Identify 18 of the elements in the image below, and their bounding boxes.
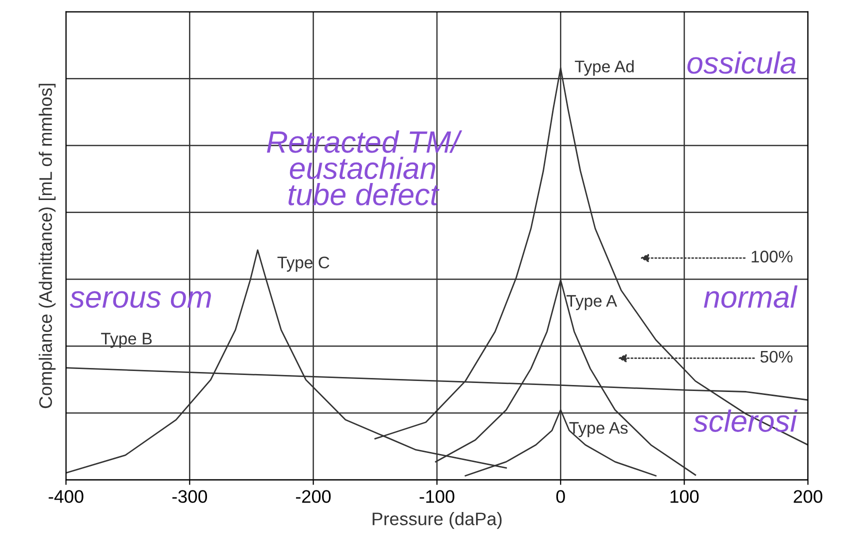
x-tick-label: -100 (420, 490, 454, 503)
series-label: Type Ad (574, 60, 634, 76)
series-label: Type C (277, 256, 330, 272)
annotation: ossicula (687, 51, 796, 74)
x-axis-title: Pressure (daPa) (372, 512, 502, 529)
annotation: normal (704, 285, 798, 308)
x-tick-label: -200 (296, 490, 331, 503)
x-tick-label: -300 (172, 490, 208, 503)
annotation: 100% (752, 250, 792, 262)
series-label: Type As (569, 422, 628, 438)
x-tick-label: -400 (48, 490, 84, 503)
series-label: Type A (566, 295, 618, 310)
x-tick-label: 200 (794, 490, 822, 503)
y-axis-title: Compliance (Admittance) [mL of mmhos] (38, 84, 56, 408)
x-tick-label: 0 (556, 490, 565, 503)
series-label: Type B (101, 332, 152, 348)
annotation: 50% (760, 350, 792, 363)
x-tick-label: 100 (670, 490, 699, 503)
